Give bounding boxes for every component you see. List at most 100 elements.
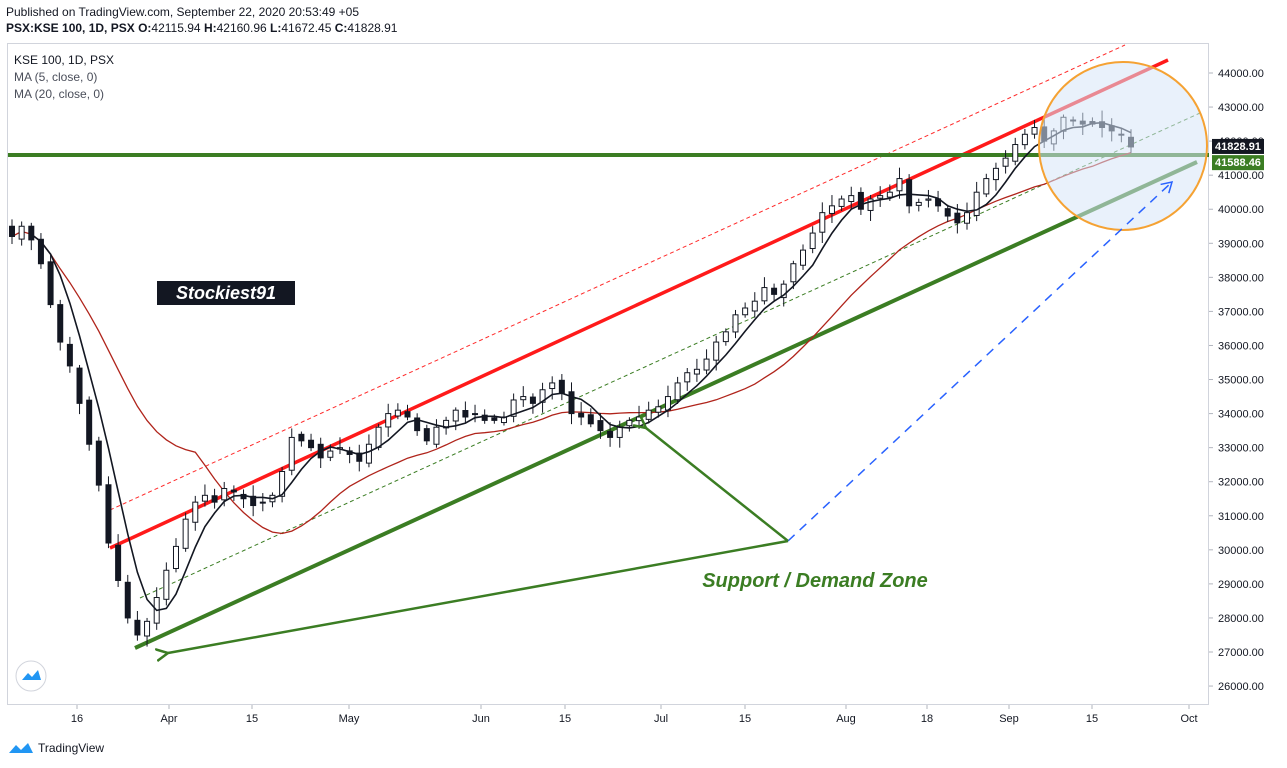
ohlc-line: PSX:KSE 100, 1D, PSX O:42115.94 H:42160.… bbox=[6, 20, 397, 36]
candle-body bbox=[867, 198, 874, 211]
x-tick-label: 15 bbox=[1086, 713, 1098, 725]
x-tick-label: May bbox=[339, 713, 360, 725]
candle-body bbox=[1031, 126, 1038, 135]
candle-body bbox=[693, 368, 700, 375]
candle-body bbox=[529, 396, 536, 404]
candle-body bbox=[587, 414, 594, 425]
y-tick-label: 28000.00 bbox=[1218, 613, 1264, 625]
projection-dashed-line bbox=[787, 181, 1174, 542]
resistance-trendline bbox=[109, 58, 1169, 550]
candle-body bbox=[838, 198, 845, 207]
candle-body bbox=[288, 436, 295, 471]
time-axis[interactable]: 16 Apr 15 May Jun 15 Jul 15 Aug 18 Sep 15 Oct bbox=[71, 705, 1198, 725]
candle-body bbox=[568, 391, 575, 415]
price-axis[interactable]: 26000.00 27000.00 28000.00 29000.00 30000.00… bbox=[1209, 68, 1264, 693]
candle-body bbox=[848, 195, 855, 203]
symbol-info: PSX:KSE 100, 1D, PSX bbox=[6, 21, 135, 35]
candle-body bbox=[1002, 157, 1009, 167]
candle-body bbox=[221, 488, 228, 501]
x-tick-label: 15 bbox=[246, 713, 258, 725]
candle-body bbox=[626, 419, 633, 427]
candle-body bbox=[481, 414, 488, 421]
candle-body bbox=[259, 501, 266, 504]
x-tick-label: 16 bbox=[71, 713, 83, 725]
candle-body bbox=[201, 494, 208, 502]
candle-body bbox=[28, 225, 35, 241]
candle-body bbox=[134, 619, 141, 636]
candle-body bbox=[124, 581, 131, 619]
candle-body bbox=[172, 545, 179, 569]
candle-body bbox=[992, 167, 999, 181]
y-tick-label: 43000.00 bbox=[1218, 102, 1264, 114]
candle-body bbox=[356, 452, 363, 462]
candle-body bbox=[713, 341, 720, 361]
y-tick-label: 44000.00 bbox=[1218, 68, 1264, 80]
y-tick-label: 27000.00 bbox=[1218, 647, 1264, 659]
x-tick-label: Jun bbox=[472, 713, 490, 725]
high-value: H:42160.96 bbox=[203, 21, 267, 35]
y-tick-label: 26000.00 bbox=[1218, 681, 1264, 693]
candle-body bbox=[414, 417, 421, 432]
candle-body bbox=[597, 420, 604, 432]
candle-body bbox=[18, 225, 25, 240]
legend-title: KSE 100, 1D, PSX bbox=[14, 53, 115, 67]
plot-area[interactable] bbox=[7, 43, 1209, 705]
zone-arrow-up bbox=[646, 428, 789, 542]
y-tick-label: 31000.00 bbox=[1218, 511, 1264, 523]
legend-ma20: MA (20, close, 0) bbox=[14, 87, 105, 101]
ma5-path bbox=[30, 121, 1132, 612]
candle-body bbox=[674, 382, 681, 401]
candle-body bbox=[558, 379, 565, 394]
candle-body bbox=[394, 409, 401, 417]
candle-body bbox=[809, 232, 816, 250]
candle-body bbox=[1012, 144, 1019, 162]
candle-body bbox=[906, 179, 913, 207]
price-label-text: 41828.91 bbox=[1215, 141, 1261, 153]
candle-body bbox=[780, 283, 787, 299]
candle-body bbox=[510, 399, 517, 417]
y-tick-label: 38000.00 bbox=[1218, 272, 1264, 284]
candle-body bbox=[722, 331, 729, 343]
price-label-bg bbox=[1212, 138, 1264, 154]
candle-body bbox=[250, 495, 257, 507]
candle-body bbox=[105, 484, 112, 544]
candle-body bbox=[645, 409, 652, 420]
watermark-text: Stockiest91 bbox=[176, 283, 276, 303]
candle-body bbox=[144, 620, 151, 637]
candle-body bbox=[211, 495, 218, 503]
x-tick-label: 18 bbox=[921, 713, 933, 725]
y-tick-label: 36000.00 bbox=[1218, 340, 1264, 352]
upper-dashed-channel-line bbox=[109, 44, 1126, 511]
x-tick-label: Aug bbox=[836, 713, 856, 725]
candle-body bbox=[230, 489, 237, 493]
candle-body bbox=[279, 470, 286, 497]
candle-body bbox=[365, 443, 372, 464]
footer-brand[interactable]: TradingView bbox=[8, 741, 104, 755]
candle-body bbox=[684, 372, 691, 383]
candle-body bbox=[182, 518, 189, 549]
x-tick-label: Jul bbox=[654, 713, 668, 725]
close-value: C:41828.91 bbox=[334, 21, 398, 35]
candle-body bbox=[751, 300, 758, 312]
candle-body bbox=[95, 440, 102, 486]
candle-body bbox=[954, 212, 961, 224]
x-tick-label: Apr bbox=[160, 713, 177, 725]
candle-body bbox=[964, 212, 971, 224]
y-tick-label: 35000.00 bbox=[1218, 375, 1264, 387]
candle-body bbox=[462, 410, 469, 418]
candle-body bbox=[800, 249, 807, 266]
candle-body bbox=[375, 426, 382, 448]
y-tick-label: 30000.00 bbox=[1218, 545, 1264, 557]
x-tick-label: 15 bbox=[559, 713, 571, 725]
ma5-line bbox=[30, 121, 1132, 612]
candle-body bbox=[115, 544, 122, 581]
price-label-text: 41588.46 bbox=[1215, 157, 1261, 169]
candle-body bbox=[886, 191, 893, 198]
low-value: L:41672.45 bbox=[270, 21, 332, 35]
tradingview-logo-icon bbox=[9, 743, 33, 753]
candle-body bbox=[771, 287, 778, 295]
candle-body bbox=[385, 413, 392, 428]
candle-body bbox=[491, 417, 498, 421]
candle-body bbox=[66, 343, 73, 367]
